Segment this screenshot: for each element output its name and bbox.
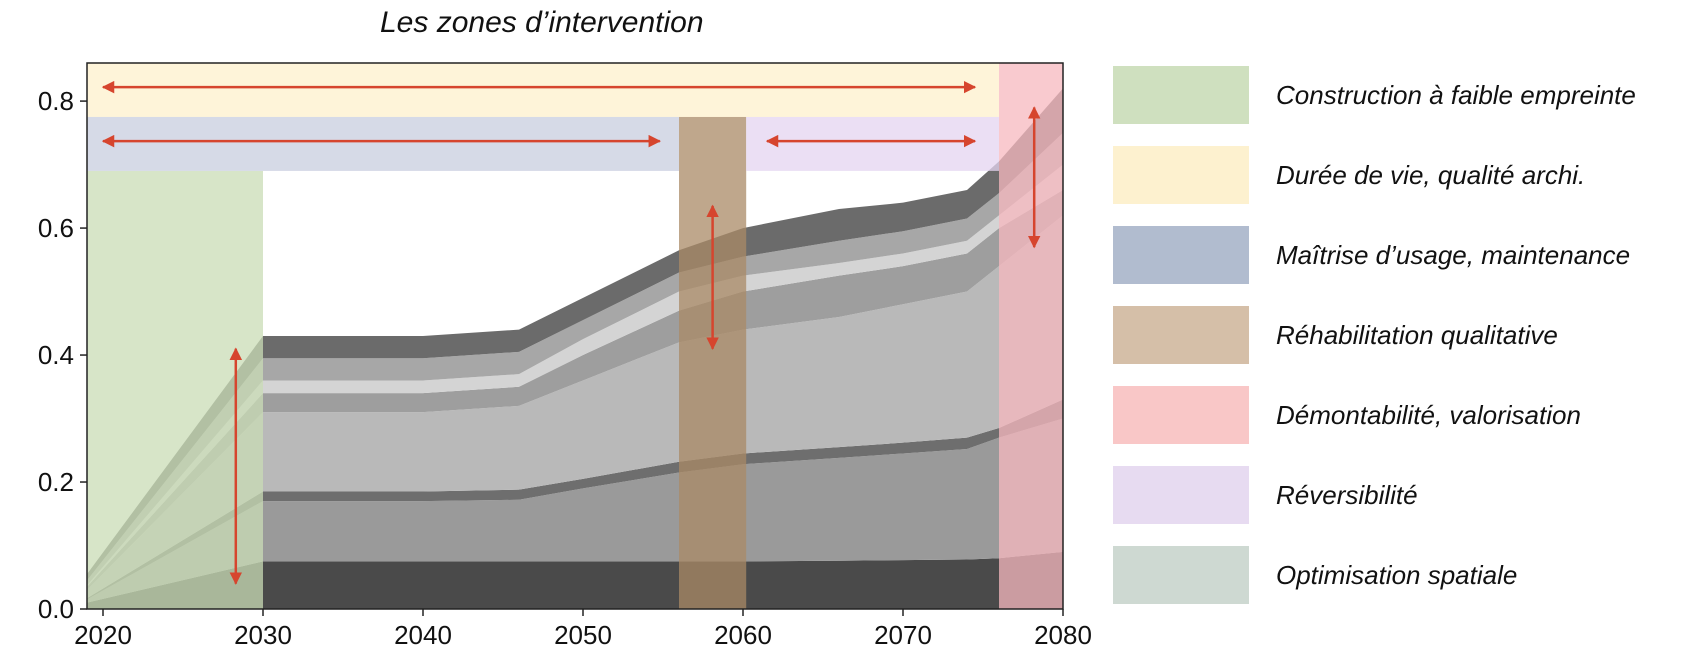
chart-canvas: 2020 2030 2040 2050 2060 2070 2080 0.0 0.2 0.4 0.6… (38, 62, 1092, 650)
x-tick-label: 2050 (554, 620, 612, 650)
legend-item: Maîtrise d’usage, maintenance (1113, 226, 1683, 306)
legend-swatch (1113, 146, 1249, 204)
legend-label: Durée de vie, qualité archi. (1276, 160, 1586, 190)
x-tick-label: 2070 (874, 620, 932, 650)
y-tick-label: 0.8 (38, 86, 74, 116)
legend-label: Démontabilité, valorisation (1276, 400, 1581, 430)
y-tick-label: 0.2 (38, 467, 74, 497)
legend-item: Réversibilité (1113, 466, 1683, 546)
x-tick-label: 2080 (1034, 620, 1092, 650)
legend-item: Réhabilitation qualitative (1113, 306, 1683, 386)
zone-5 (746, 116, 999, 171)
legend-swatch (1113, 306, 1249, 364)
legend-swatch (1113, 466, 1249, 524)
legend-label: Maîtrise d’usage, maintenance (1276, 240, 1631, 270)
area-layer-1 (87, 418, 1063, 603)
zone-4 (999, 63, 1063, 609)
area-layer-4 (87, 189, 1063, 590)
x-tick-label: 2020 (74, 620, 132, 650)
intervention-arrows (101, 80, 1041, 585)
area-layer-2 (87, 399, 1063, 600)
zone-3 (679, 116, 747, 609)
legend-swatch (1113, 66, 1249, 124)
legend-label: Construction à faible empreinte (1276, 80, 1636, 110)
axes: 2020 2030 2040 2050 2060 2070 2080 0.0 0.2 0.4 0.6… (38, 62, 1092, 650)
legend-swatch (1113, 546, 1249, 604)
y-tick-label: 0.0 (38, 594, 74, 624)
legend-label: Optimisation spatiale (1276, 560, 1518, 590)
legend-item: Construction à faible empreinte (1113, 66, 1683, 146)
area-layer-5 (87, 164, 1063, 587)
chart-title: Les zones d’intervention (380, 6, 704, 39)
area-layer-0 (87, 551, 1063, 609)
area-layer-3 (87, 215, 1063, 599)
legend-swatch (1113, 386, 1249, 444)
legend-label: Réversibilité (1276, 480, 1418, 510)
x-tick-label: 2030 (234, 620, 292, 650)
y-tick-label: 0.4 (38, 340, 74, 370)
legend-item: Démontabilité, valorisation (1113, 386, 1683, 466)
legend-swatch (1113, 226, 1249, 284)
area-layer-6 (87, 132, 1063, 586)
x-tick-label: 2060 (714, 620, 772, 650)
legend-label: Réhabilitation qualitative (1276, 320, 1558, 350)
stacked-area-layers (87, 88, 1063, 609)
y-tick-label: 0.6 (38, 213, 74, 243)
legend-item: Durée de vie, qualité archi. (1113, 146, 1683, 226)
zone-1 (87, 63, 999, 117)
zone-2 (87, 116, 679, 171)
plot-frame (86, 62, 1064, 610)
x-tick-label: 2040 (394, 620, 452, 650)
legend: Construction à faible empreinte Durée de … (1113, 66, 1683, 626)
legend-item: Optimisation spatiale (1113, 546, 1683, 626)
